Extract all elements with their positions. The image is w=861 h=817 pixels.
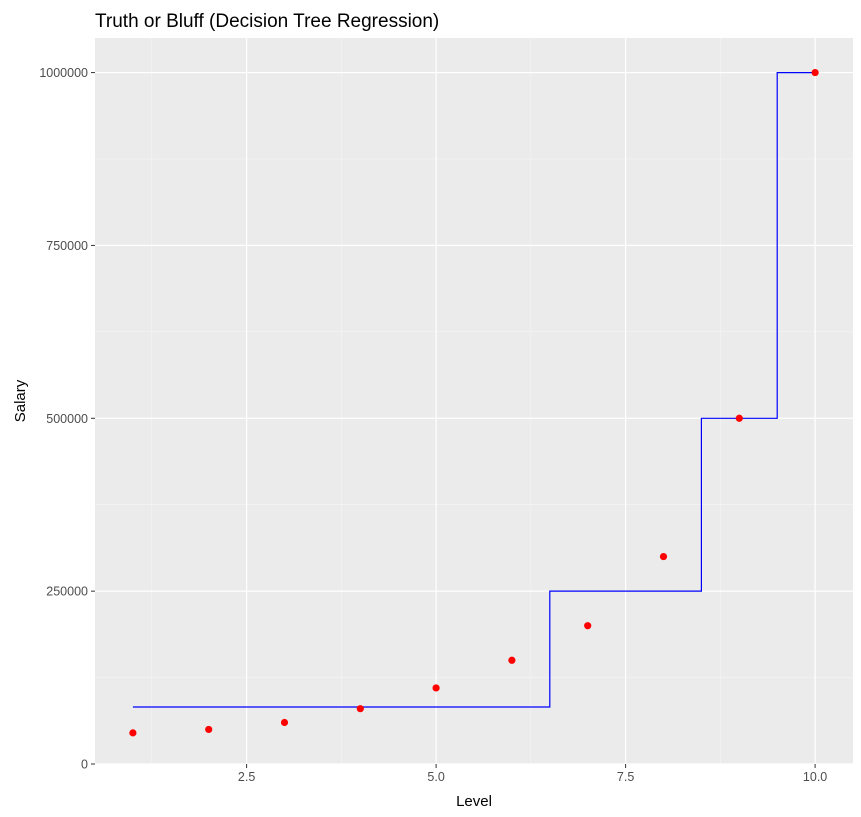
data-point (205, 725, 213, 734)
x-tick-label: 10.0 (803, 770, 827, 784)
minor-grid (95, 38, 853, 764)
data-point (356, 705, 364, 713)
data-point (280, 718, 289, 727)
regression-step-line (132, 72, 816, 708)
y-tick-label: 500000 (46, 412, 88, 426)
major-grid (95, 38, 853, 765)
x-tick-label: 5.0 (427, 770, 444, 784)
data-point (659, 552, 668, 561)
data-points (129, 68, 819, 737)
y-tick-label: 1000000 (39, 66, 88, 80)
plot-panel (95, 38, 853, 764)
x-tick-label: 7.5 (617, 770, 634, 784)
y-axis-ticks: 0 250000 500000 750000 1000000 (39, 66, 95, 772)
data-point (508, 656, 516, 664)
x-axis-ticks: 2.5 5.0 7.5 10.0 (238, 764, 827, 784)
data-point (129, 729, 137, 737)
data-point (584, 622, 592, 630)
y-tick-label: 250000 (46, 585, 88, 599)
data-point (811, 68, 819, 77)
y-tick-label: 0 (81, 758, 88, 772)
data-point (735, 414, 743, 422)
y-axis-title: Salary (12, 379, 29, 422)
data-point (432, 684, 440, 692)
y-tick-label: 750000 (46, 239, 88, 253)
chart-title: Truth or Bluff (Decision Tree Regression… (95, 11, 439, 32)
x-tick-label: 2.5 (238, 770, 255, 784)
x-axis-title: Level (456, 793, 492, 810)
